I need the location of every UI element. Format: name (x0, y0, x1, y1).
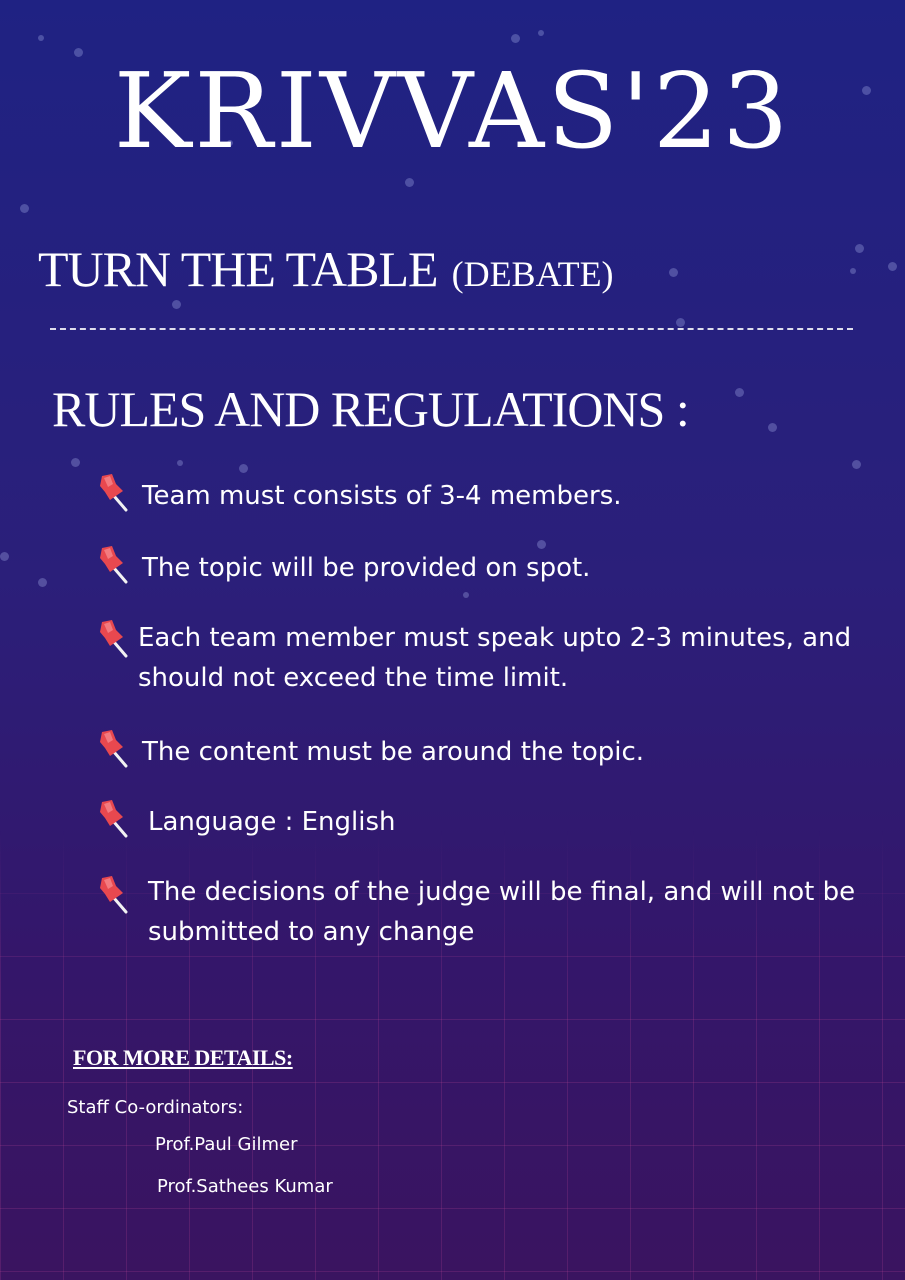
pushpin-icon (98, 728, 128, 768)
rule-text: Language : English (148, 807, 396, 837)
pushpin-icon (98, 874, 128, 914)
background-grid (0, 830, 905, 1280)
coordinator-name: Prof.Sathees Kumar (157, 1176, 333, 1197)
event-name-text: TURN THE TABLE (38, 241, 439, 297)
event-title: KRIVVAS'23 (113, 50, 792, 172)
pushpin-icon (98, 618, 128, 658)
event-category: (DEBATE) (451, 254, 614, 294)
pushpin-icon (98, 544, 128, 584)
pushpin-icon (98, 798, 128, 838)
rule-text: The content must be around the topic. (142, 737, 645, 767)
staff-label: Staff Co-ordinators: (67, 1097, 244, 1118)
rule-text: Team must consists of 3-4 members. (142, 481, 622, 511)
rule-text: Each team member must speak upto 2-3 min… (138, 623, 852, 693)
rule-text: The decisions of the judge will be final… (148, 877, 856, 947)
pushpin-icon (98, 472, 128, 512)
coordinator-name: Prof.Paul Gilmer (155, 1134, 298, 1155)
details-heading: FOR MORE DETAILS: (73, 1045, 293, 1070)
event-name: TURN THE TABLE (DEBATE) (38, 240, 614, 298)
rule-text: The topic will be provided on spot. (142, 553, 591, 583)
divider (50, 328, 853, 330)
rules-heading: RULES AND REGULATIONS : (52, 381, 690, 437)
